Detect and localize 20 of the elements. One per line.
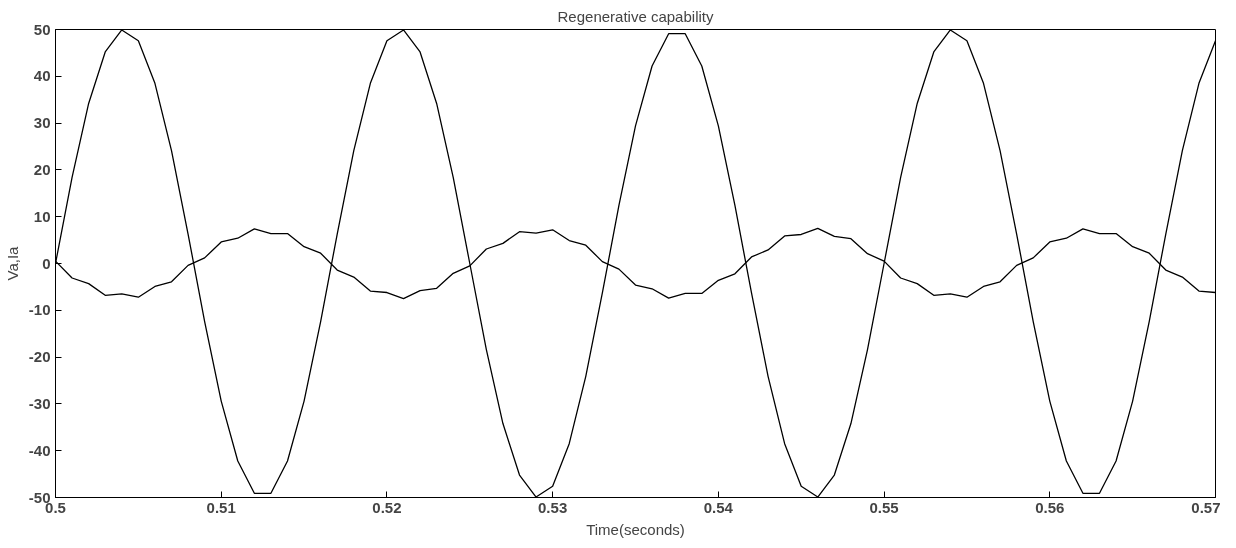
y-tick-label: 10 [33,207,51,225]
x-tick-label: 0.52 [372,498,402,516]
y-tick-label: 30 [33,114,51,132]
x-tick-label: 0.53 [538,498,568,516]
y-tick-label: 40 [33,67,51,85]
y-tick-label: -30 [28,394,51,412]
x-tick-label: 0.54 [703,498,734,516]
x-axis-title: Time(seconds) [586,520,685,538]
y-tick-label: -20 [28,348,51,366]
y-tick-label: -40 [28,441,51,459]
chart-title: Regenerative capability [557,7,714,25]
y-tick-label: 50 [33,20,51,38]
y-tick-label: -10 [28,301,51,319]
x-tick-label: 0.56 [1035,498,1065,516]
x-tick-label: 0.55 [869,498,899,516]
x-tick-label: 0.57 [1191,498,1221,516]
y-axis-title: Va,Ia [3,245,21,281]
x-tick-label: 0.51 [206,498,236,516]
y-tick-label: 20 [33,160,51,178]
y-tick-label: 0 [42,254,51,272]
